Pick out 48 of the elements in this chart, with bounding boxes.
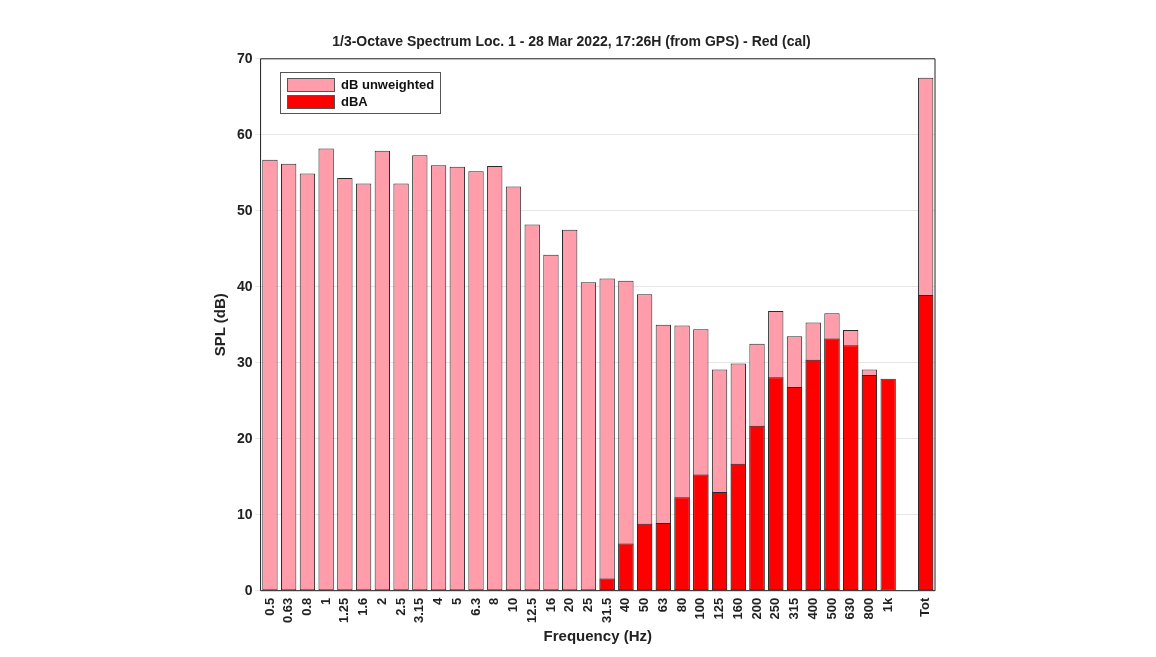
x-tick-label: 63: [654, 597, 670, 613]
x-tick-label: 80: [673, 597, 689, 613]
y-tick-label: 20: [236, 429, 253, 446]
y-tick-label: 30: [236, 353, 253, 370]
x-tick-label: 0.5: [261, 597, 277, 616]
x-tick-label: 100: [692, 597, 708, 620]
x-tick-label: Tot: [917, 597, 933, 617]
x-tick-label: 40: [617, 597, 633, 613]
x-tick-label: 1: [317, 597, 333, 605]
x-tick-label: 20: [561, 597, 577, 613]
x-tick-label: 0.8: [298, 597, 314, 616]
y-tick-label: 10: [236, 505, 253, 522]
x-tick-label: 31.5: [598, 597, 614, 624]
x-tick-label: 125: [711, 597, 727, 620]
y-tick-label: 40: [236, 277, 253, 294]
x-tick-label: 8: [486, 597, 502, 605]
x-tick-label: 500: [823, 597, 839, 620]
x-tick-label: 16: [542, 597, 558, 613]
y-tick-label: 50: [236, 201, 253, 218]
x-tick-label: 3.15: [411, 597, 427, 624]
x-tick-label: 5: [448, 597, 464, 605]
x-tick-label: 50: [636, 597, 652, 613]
x-tick-label: 250: [767, 597, 783, 620]
x-tick-label: 800: [861, 597, 877, 620]
legend-label: dBA: [341, 93, 368, 110]
x-tick-label: 10: [505, 597, 521, 613]
x-tick-label: 25: [580, 597, 595, 613]
x-tick-label: 1.25: [336, 597, 352, 624]
y-tick-label: 70: [236, 49, 253, 66]
x-tick-label: 315: [786, 597, 802, 620]
x-tick-label: 6.3: [467, 597, 483, 616]
x-axis-title: Frequency (Hz): [543, 627, 652, 645]
x-tick-label: 12.5: [523, 597, 539, 624]
x-tick-label: 1k: [879, 596, 895, 613]
y-axis-title: SPL (dB): [211, 293, 229, 357]
x-tick-label: 1.6: [355, 597, 371, 616]
x-tick-label: 160: [729, 597, 745, 620]
x-tick-label: 0.63: [280, 597, 296, 624]
chart-title: 1/3-Octave Spectrum Loc. 1 - 28 Mar 2022, 17:26H (from GPS) - Red (cal): [332, 33, 811, 50]
y-tick-label: 60: [236, 125, 253, 142]
x-tick-label: 630: [842, 597, 858, 620]
x-tick-label: 400: [804, 597, 820, 620]
legend-label: dB unweighted: [341, 76, 435, 93]
x-tick-label: 4: [430, 596, 446, 605]
x-tick-label: 2.5: [392, 597, 408, 616]
x-tick-label: 200: [748, 597, 764, 620]
y-tick-label: 0: [244, 581, 253, 598]
x-tick-label: 2: [373, 597, 389, 605]
